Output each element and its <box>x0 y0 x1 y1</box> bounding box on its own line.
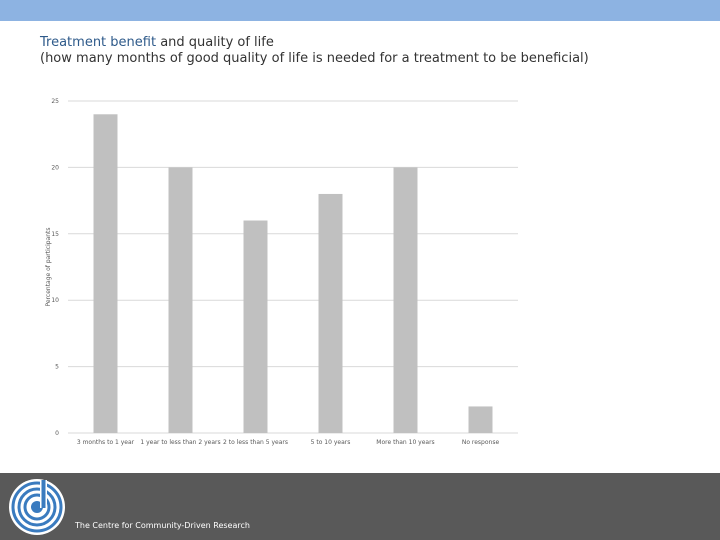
slide-title: Treatment benefit and quality of life (h… <box>40 35 589 67</box>
top-accent-bar <box>0 0 720 21</box>
y-tick-label-1: 5 <box>55 364 59 371</box>
x-tick-label-0: 3 months to 1 year <box>77 439 135 446</box>
bar-0 <box>93 114 118 433</box>
y-tick-label-5: 25 <box>51 98 59 105</box>
y-tick-label-2: 10 <box>51 297 59 304</box>
y-tick-label-0: 0 <box>55 430 59 437</box>
x-tick-label-1: 1 year to less than 2 years <box>140 439 220 446</box>
bar-5 <box>468 406 493 433</box>
bar-1 <box>168 167 193 433</box>
title-accent: Treatment benefit <box>40 35 157 50</box>
bar-chart-svg: 0 5 10 15 20 25 Percentage of participants 3 mo… <box>45 98 518 446</box>
footer-bar: The Centre for Community-Driven Research <box>0 473 720 540</box>
y-tick-label-3: 15 <box>51 231 59 238</box>
x-tick-label-2: 2 to less than 5 years <box>223 439 288 446</box>
footer-org-name: The Centre for Community-Driven Research <box>75 521 250 530</box>
bar-chart: 0 5 10 15 20 25 Percentage of participants 3 mo… <box>0 85 720 455</box>
title-subtitle: (how many months of good quality of life… <box>40 51 589 66</box>
title-rest: and quality of life <box>156 35 274 50</box>
circular-d-logo-icon <box>9 479 65 535</box>
y-axis-title: Percentage of participants <box>45 227 52 306</box>
bar-3 <box>318 193 343 433</box>
y-tick-label-4: 20 <box>51 164 59 171</box>
x-tick-label-5: No response <box>462 439 500 446</box>
bar-2 <box>243 220 268 433</box>
x-tick-label-3: 5 to 10 years <box>311 439 351 446</box>
x-tick-label-4: More than 10 years <box>376 439 434 446</box>
bar-4 <box>393 167 418 433</box>
